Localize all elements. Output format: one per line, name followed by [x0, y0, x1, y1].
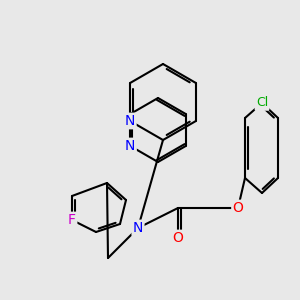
Text: N: N	[125, 114, 135, 128]
Text: F: F	[68, 213, 76, 227]
Text: O: O	[232, 201, 243, 215]
Text: N: N	[125, 139, 136, 153]
Text: N: N	[133, 221, 143, 235]
Text: O: O	[172, 231, 183, 245]
Text: Cl: Cl	[256, 97, 268, 110]
